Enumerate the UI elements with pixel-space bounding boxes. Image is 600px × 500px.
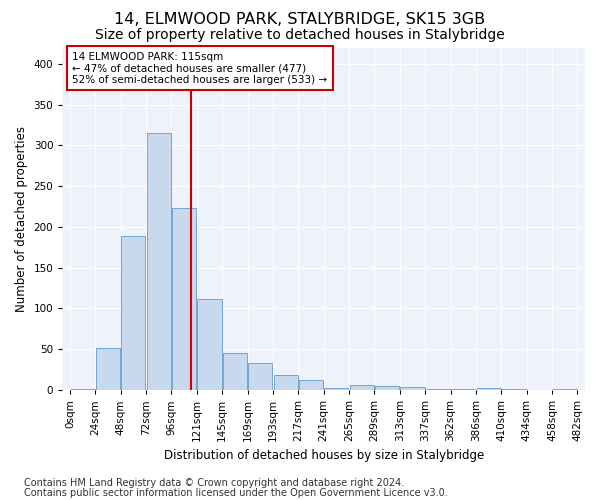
Bar <box>299 380 323 390</box>
Text: 14, ELMWOOD PARK, STALYBRIDGE, SK15 3GB: 14, ELMWOOD PARK, STALYBRIDGE, SK15 3GB <box>115 12 485 28</box>
Text: Contains public sector information licensed under the Open Government Licence v3: Contains public sector information licen… <box>24 488 448 498</box>
Bar <box>248 363 272 390</box>
Bar <box>350 385 374 390</box>
Y-axis label: Number of detached properties: Number of detached properties <box>15 126 28 312</box>
Bar <box>274 374 298 390</box>
Bar <box>400 387 425 390</box>
Bar <box>96 348 120 390</box>
Text: Size of property relative to detached houses in Stalybridge: Size of property relative to detached ho… <box>95 28 505 42</box>
Bar <box>325 388 349 390</box>
Bar <box>426 389 450 390</box>
Text: 14 ELMWOOD PARK: 115sqm
← 47% of detached houses are smaller (477)
52% of semi-d: 14 ELMWOOD PARK: 115sqm ← 47% of detache… <box>73 52 328 85</box>
Bar <box>223 352 247 390</box>
Bar <box>197 298 221 390</box>
Bar <box>553 389 577 390</box>
Bar <box>146 133 171 390</box>
X-axis label: Distribution of detached houses by size in Stalybridge: Distribution of detached houses by size … <box>164 450 484 462</box>
Bar <box>451 389 475 390</box>
Bar <box>121 236 145 390</box>
Bar <box>71 389 95 390</box>
Bar <box>375 386 399 390</box>
Bar <box>502 389 526 390</box>
Text: Contains HM Land Registry data © Crown copyright and database right 2024.: Contains HM Land Registry data © Crown c… <box>24 478 404 488</box>
Bar <box>172 208 196 390</box>
Bar <box>476 388 500 390</box>
